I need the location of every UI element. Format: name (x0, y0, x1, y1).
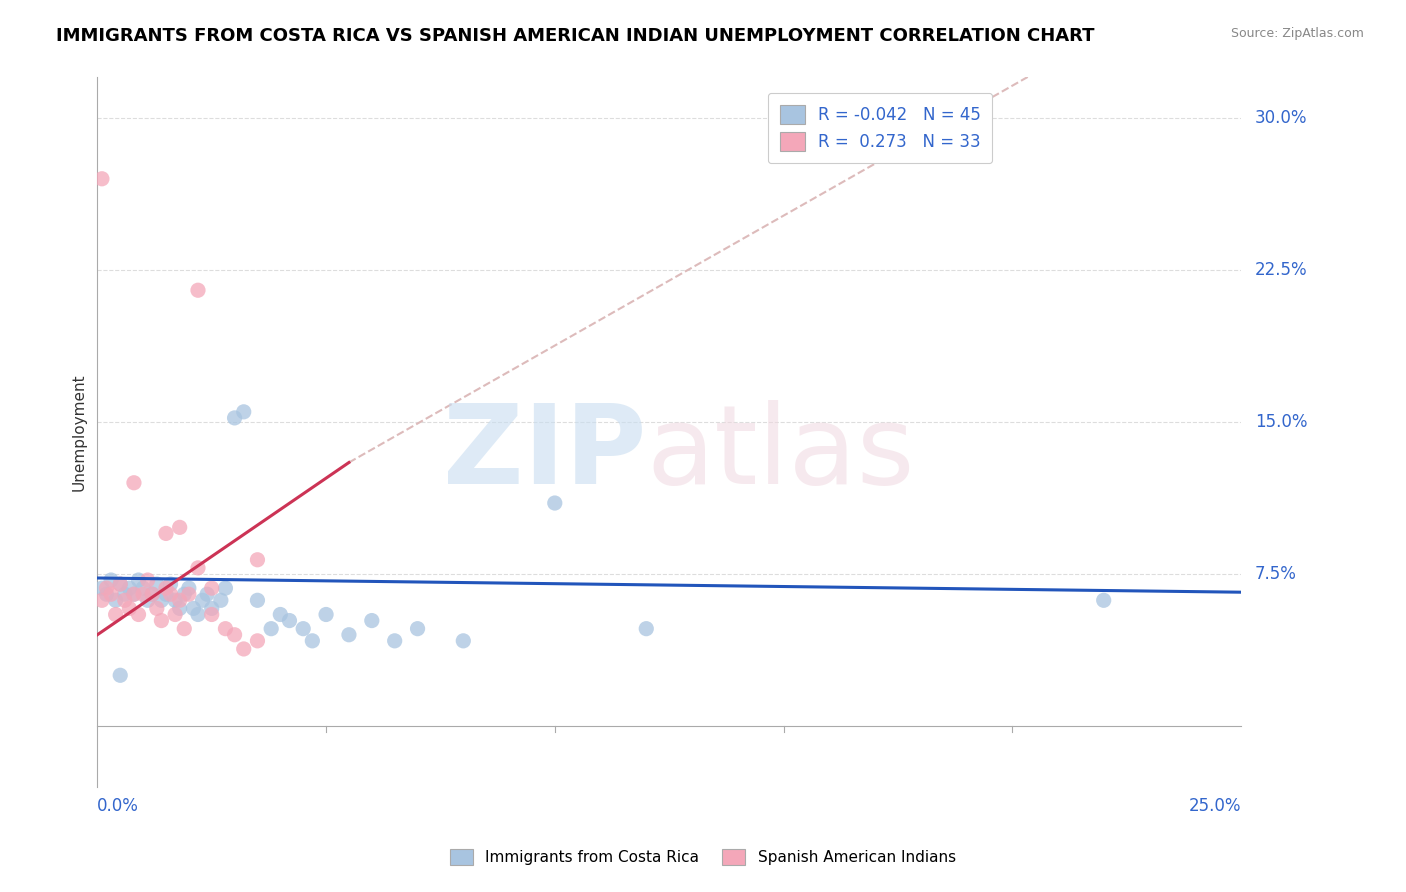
Point (136, 573, 159, 587)
Point (360, 614, 382, 628)
Point (146, 601, 169, 615)
Point (337, 628, 360, 642)
Point (246, 553, 269, 567)
Point (214, 581, 236, 595)
Point (146, 577, 169, 591)
Point (104, 593, 127, 607)
Point (224, 628, 246, 642)
Text: 25.0%: 25.0% (1188, 797, 1241, 815)
Point (128, 607, 150, 622)
Legend: R = -0.042   N = 45, R =  0.273   N = 33: R = -0.042 N = 45, R = 0.273 N = 33 (768, 93, 993, 163)
Point (406, 622, 429, 636)
Point (122, 587, 145, 601)
Point (224, 411, 246, 425)
Point (177, 587, 200, 601)
Text: atlas: atlas (647, 400, 915, 507)
Point (118, 601, 141, 615)
Point (155, 587, 177, 601)
Point (1092, 593, 1115, 607)
Point (114, 593, 136, 607)
Y-axis label: Unemployment: Unemployment (72, 373, 86, 491)
Point (110, 577, 132, 591)
Point (90, 171, 112, 186)
Point (118, 581, 141, 595)
Point (201, 607, 224, 622)
Point (114, 587, 136, 601)
Point (110, 577, 132, 591)
Point (246, 593, 269, 607)
Text: 30.0%: 30.0% (1254, 109, 1308, 127)
Point (544, 496, 567, 510)
Point (173, 622, 195, 636)
Point (177, 581, 200, 595)
Point (100, 587, 122, 601)
Point (100, 573, 122, 587)
Text: ZIP: ZIP (443, 400, 647, 507)
Text: Source: ZipAtlas.com: Source: ZipAtlas.com (1230, 27, 1364, 40)
Point (201, 601, 224, 615)
Point (187, 607, 209, 622)
Text: 7.5%: 7.5% (1254, 565, 1296, 583)
Point (232, 405, 254, 419)
Point (169, 593, 191, 607)
Point (278, 614, 301, 628)
Point (150, 593, 173, 607)
Point (136, 593, 159, 607)
Point (301, 633, 323, 648)
Point (232, 642, 254, 657)
Point (246, 633, 269, 648)
Point (165, 607, 187, 622)
Point (155, 581, 177, 595)
Point (260, 622, 283, 636)
Point (191, 593, 214, 607)
Point (269, 607, 291, 622)
Point (96, 581, 118, 595)
Point (141, 587, 163, 601)
Point (159, 587, 181, 601)
Point (183, 601, 205, 615)
Point (128, 573, 150, 587)
Point (169, 520, 191, 534)
Legend: Immigrants from Costa Rica, Spanish American Indians: Immigrants from Costa Rica, Spanish Amer… (444, 843, 962, 871)
Point (90, 593, 112, 607)
Point (169, 601, 191, 615)
Point (187, 283, 209, 297)
Point (187, 561, 209, 575)
Text: 0.0%: 0.0% (97, 797, 139, 815)
Point (110, 668, 132, 682)
Point (90, 581, 112, 595)
Point (636, 622, 658, 636)
Point (132, 581, 155, 595)
Point (155, 526, 177, 541)
Point (173, 587, 195, 601)
Point (122, 475, 145, 490)
Point (122, 587, 145, 601)
Point (195, 587, 218, 601)
Text: 22.5%: 22.5% (1254, 261, 1308, 279)
Point (384, 633, 406, 648)
Point (165, 593, 187, 607)
Point (141, 587, 163, 601)
Point (453, 633, 475, 648)
Point (150, 614, 173, 628)
Point (104, 607, 127, 622)
Text: 15.0%: 15.0% (1254, 413, 1308, 431)
Point (315, 607, 337, 622)
Point (96, 587, 118, 601)
Point (132, 587, 155, 601)
Point (159, 577, 181, 591)
Point (292, 622, 315, 636)
Text: IMMIGRANTS FROM COSTA RICA VS SPANISH AMERICAN INDIAN UNEMPLOYMENT CORRELATION C: IMMIGRANTS FROM COSTA RICA VS SPANISH AM… (56, 27, 1095, 45)
Point (201, 581, 224, 595)
Point (214, 622, 236, 636)
Point (209, 593, 232, 607)
